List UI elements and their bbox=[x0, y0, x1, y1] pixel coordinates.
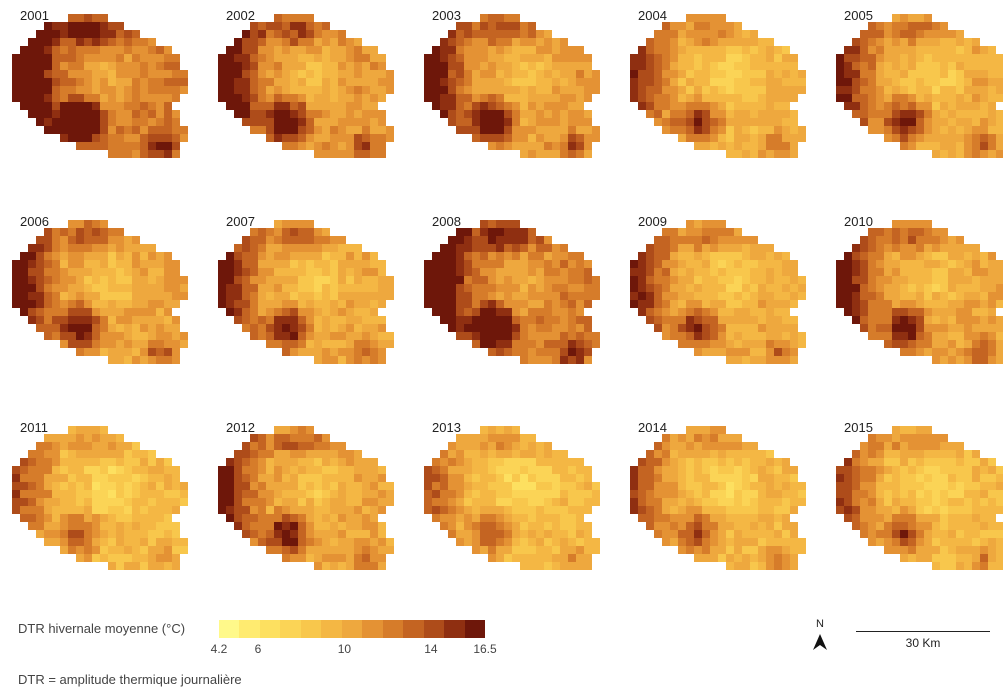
map-panel: 2007 bbox=[206, 206, 406, 411]
color-swatch bbox=[239, 620, 260, 638]
year-label: 2012 bbox=[226, 420, 255, 435]
scale-bar-line bbox=[856, 631, 990, 632]
color-swatch bbox=[423, 620, 445, 638]
map-panel: 2003 bbox=[412, 0, 612, 205]
dtr-footnote: DTR = amplitude thermique journalière bbox=[18, 672, 242, 687]
year-label: 2001 bbox=[20, 8, 49, 23]
color-swatch bbox=[219, 620, 240, 638]
map-panels: 2001 2002 2003 2004 2005 2006 2007 2008 2009 2010… bbox=[0, 0, 1003, 570]
map-panel: 2002 bbox=[206, 0, 406, 205]
island-raster-map bbox=[12, 426, 188, 570]
year-label: 2003 bbox=[432, 8, 461, 23]
island-raster-map bbox=[424, 14, 600, 158]
north-arrow: N bbox=[808, 618, 832, 654]
north-label: N bbox=[816, 618, 824, 630]
map-panel: 2015 bbox=[824, 412, 1003, 617]
island-raster-map bbox=[424, 220, 600, 364]
legend-title: DTR hivernale moyenne (°C) bbox=[18, 621, 186, 636]
color-swatch bbox=[280, 620, 301, 638]
island-raster-map bbox=[630, 220, 806, 364]
island-raster-map bbox=[218, 220, 394, 364]
year-label: 2008 bbox=[432, 214, 461, 229]
island-raster-map bbox=[836, 14, 1003, 158]
color-swatch bbox=[300, 620, 322, 638]
map-panel: 2009 bbox=[618, 206, 818, 411]
year-label: 2006 bbox=[20, 214, 49, 229]
island-raster-map bbox=[424, 426, 600, 570]
map-panel: 2014 bbox=[618, 412, 818, 617]
island-raster-map bbox=[836, 220, 1003, 364]
map-panel: 2012 bbox=[206, 412, 406, 617]
island-raster-map bbox=[630, 426, 806, 570]
island-raster-map bbox=[218, 426, 394, 570]
color-swatch bbox=[403, 620, 424, 638]
color-swatch bbox=[321, 620, 342, 638]
color-swatch bbox=[259, 620, 281, 638]
color-swatch bbox=[444, 620, 465, 638]
island-raster-map bbox=[836, 426, 1003, 570]
year-label: 2007 bbox=[226, 214, 255, 229]
color-swatch bbox=[382, 620, 404, 638]
map-panel: 2008 bbox=[412, 206, 612, 411]
color-swatch bbox=[362, 620, 383, 638]
map-panel: 2010 bbox=[824, 206, 1003, 411]
map-panel: 2004 bbox=[618, 0, 818, 205]
map-panel: 2011 bbox=[0, 412, 200, 617]
year-label: 2005 bbox=[844, 8, 873, 23]
year-label: 2013 bbox=[432, 420, 461, 435]
color-scale-tick: 14 bbox=[424, 642, 438, 656]
year-label: 2015 bbox=[844, 420, 873, 435]
color-scale-tick: 6 bbox=[254, 642, 262, 656]
island-raster-map bbox=[12, 14, 188, 158]
island-raster-map bbox=[218, 14, 394, 158]
color-scale-tick: 10 bbox=[337, 642, 352, 656]
color-swatch bbox=[341, 620, 363, 638]
scale-bar-label: 30 Km bbox=[905, 636, 941, 650]
color-scale-tick: 4.2 bbox=[210, 642, 228, 656]
year-label: 2014 bbox=[638, 420, 667, 435]
color-scale-bar bbox=[219, 620, 486, 638]
year-label: 2004 bbox=[638, 8, 667, 23]
map-panel: 2005 bbox=[824, 0, 1003, 205]
year-label: 2009 bbox=[638, 214, 667, 229]
scale-bar: 30 Km bbox=[856, 626, 990, 656]
island-raster-map bbox=[12, 220, 188, 364]
year-label: 2002 bbox=[226, 8, 255, 23]
color-scale-tick: 16.5 bbox=[473, 642, 497, 656]
year-label: 2010 bbox=[844, 214, 873, 229]
map-panel: 2013 bbox=[412, 412, 612, 617]
map-panel: 2006 bbox=[0, 206, 200, 411]
north-arrow-icon bbox=[813, 634, 827, 650]
island-raster-map bbox=[630, 14, 806, 158]
map-panel: 2001 bbox=[0, 0, 200, 205]
year-label: 2011 bbox=[20, 420, 48, 435]
color-swatch bbox=[464, 620, 486, 638]
